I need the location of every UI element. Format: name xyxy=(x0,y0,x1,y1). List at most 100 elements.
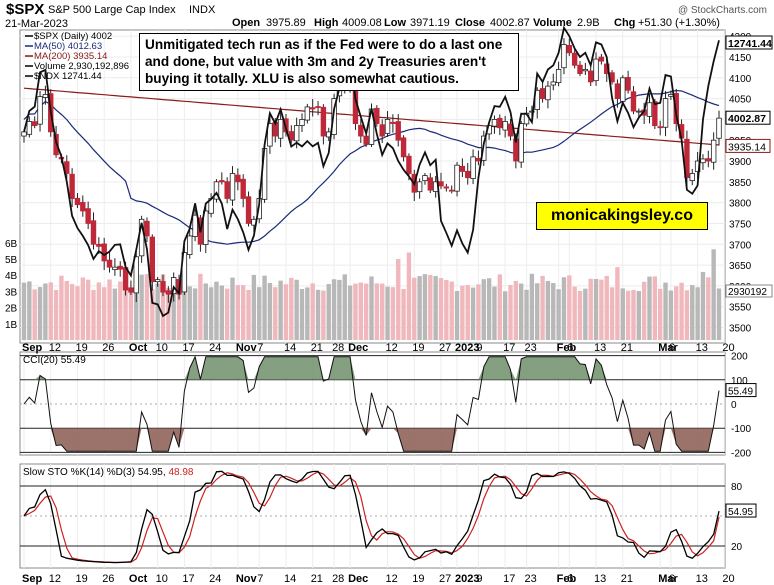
volume-bar xyxy=(412,277,417,340)
volume-bar xyxy=(283,284,289,340)
volume-bar xyxy=(101,287,107,340)
volume-bar xyxy=(641,281,647,340)
x-tick-label-top: 6 xyxy=(669,342,675,354)
candle-body xyxy=(267,123,273,147)
volume-bar xyxy=(492,286,497,340)
candle-body xyxy=(550,81,556,86)
candle-body xyxy=(90,220,97,245)
candle-body xyxy=(277,119,284,139)
open-value: 3975.89 xyxy=(266,17,306,29)
candle-body xyxy=(117,265,123,270)
volume-bar xyxy=(476,284,481,340)
candle-body xyxy=(374,107,380,124)
volume-bar xyxy=(187,286,192,340)
cci-line xyxy=(23,355,720,452)
candle-body xyxy=(229,173,236,201)
volume-bar xyxy=(48,282,53,340)
candle-body xyxy=(315,106,321,108)
volume-bar xyxy=(53,290,59,340)
exchange: INDX xyxy=(189,4,216,16)
candle-body xyxy=(657,126,663,129)
cci-label: CCI(20) 55.49 xyxy=(23,355,86,366)
volume-bar xyxy=(406,252,412,340)
volume-bar xyxy=(374,283,380,340)
volume-bar xyxy=(615,267,620,340)
candle-body xyxy=(26,121,33,135)
candle-body xyxy=(309,107,316,110)
candle-body xyxy=(416,181,423,193)
volume-bar xyxy=(465,285,470,340)
candle-body xyxy=(213,181,220,200)
volume-bar xyxy=(171,283,176,340)
volume-bar xyxy=(674,286,679,340)
volume-bar xyxy=(214,281,219,340)
volume-bar xyxy=(422,274,428,340)
price-tick-label: 4100 xyxy=(729,74,752,85)
candle-body xyxy=(577,64,583,75)
candle-body xyxy=(304,106,311,121)
x-tick-label-top: 9 xyxy=(476,342,482,354)
volume-tick-label: 4B xyxy=(5,271,18,282)
volume-bar xyxy=(599,279,604,340)
volume-bar xyxy=(139,274,144,340)
annotation-box: Unmitigated tech run as if the Fed were … xyxy=(139,33,519,91)
candle-body xyxy=(106,259,113,268)
x-tick-label-top: 20 xyxy=(722,342,734,354)
candle-body xyxy=(475,157,482,162)
sto-series: 80 20 54.95 xyxy=(20,470,757,564)
x-tick-label-bottom: 23 xyxy=(525,573,537,585)
price-badge-box xyxy=(725,110,771,125)
candle-body xyxy=(465,170,471,179)
volume-bar xyxy=(257,287,262,340)
candle-body xyxy=(96,243,102,247)
candle-body xyxy=(443,186,450,189)
chg-label: Chg xyxy=(614,17,635,29)
high-label: High xyxy=(314,17,339,29)
legend-entry: Volume 2,930,192,896 xyxy=(34,61,129,72)
volume-bars xyxy=(21,249,722,340)
volume-bar xyxy=(396,259,401,340)
x-tick-label-bottom: 13 xyxy=(696,573,708,585)
volume-bar xyxy=(107,279,112,340)
volume-bar xyxy=(604,275,609,340)
candle-body xyxy=(400,137,407,158)
x-tick-label-top: 12 xyxy=(386,342,398,354)
x-tick-label-bottom: 19 xyxy=(75,573,87,585)
volume-bar xyxy=(240,285,246,340)
candle-body xyxy=(390,121,396,124)
volume-bar xyxy=(470,287,476,340)
candle-body xyxy=(662,98,669,128)
candle-body xyxy=(187,235,193,255)
candle-body xyxy=(438,181,444,187)
candle-body xyxy=(716,117,722,139)
candle-body xyxy=(160,281,166,293)
volume-bar xyxy=(246,289,251,340)
x-tick-label-top: 27 xyxy=(439,342,451,354)
x-tick-label-top: 19 xyxy=(75,342,87,354)
candle-body xyxy=(700,158,706,164)
sto-label: Slow STO %K(14) %D(3) 54.95, 48.98 xyxy=(23,467,194,478)
candle-body xyxy=(427,177,434,191)
x-tick-label-top: 19 xyxy=(412,342,424,354)
volume-bar xyxy=(428,274,433,340)
volume-bar xyxy=(278,280,283,340)
cci-oversold-fill xyxy=(24,428,719,452)
volume-bar xyxy=(128,288,134,340)
volume-bar xyxy=(59,275,64,340)
volume-bar xyxy=(69,284,75,340)
candle-body xyxy=(192,214,198,237)
close-label: Close xyxy=(455,17,485,29)
volume-bar xyxy=(620,288,625,340)
volume-bar xyxy=(144,274,150,340)
sto-d-line xyxy=(23,471,720,564)
volume-bar xyxy=(305,287,310,340)
x-tick-label-bottom: 2023 xyxy=(455,573,479,585)
volume-bar xyxy=(647,276,652,340)
candle-body xyxy=(37,96,43,125)
legend-entry: MA(200) 3935.14 xyxy=(34,51,107,62)
candle-body xyxy=(684,138,690,179)
volume-bar xyxy=(379,283,385,340)
volume-bar xyxy=(668,290,674,340)
volume-bar xyxy=(337,279,342,340)
legend-entry: MA(50) 4012.63 xyxy=(34,41,102,52)
